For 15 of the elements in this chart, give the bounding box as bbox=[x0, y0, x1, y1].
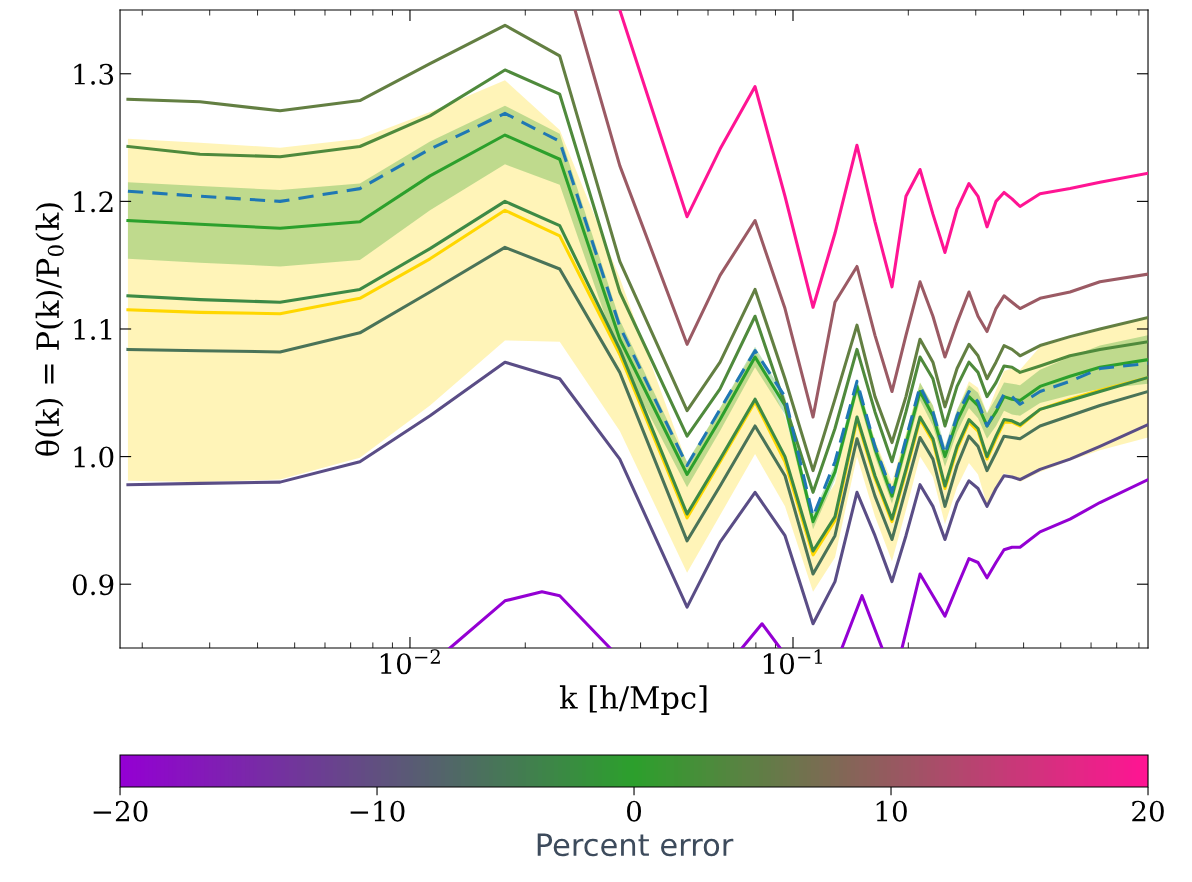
color-bar-label: 0 bbox=[627, 800, 642, 822]
y-tick-label: 1.2 bbox=[74, 191, 113, 213]
x-tick-label: 10$^{−2}$ bbox=[380, 649, 440, 675]
x-tick-label: 10$^{−1}$ bbox=[763, 649, 822, 675]
color-bar-title: Percent error bbox=[537, 833, 734, 857]
color-bar-label: 20 bbox=[1132, 800, 1164, 822]
y-axis-title: θ(k) = P(k)/P$_{0}$(k) bbox=[35, 203, 64, 456]
color-bar-label: −10 bbox=[350, 800, 405, 822]
y-tick-label: 1.3 bbox=[74, 63, 114, 85]
y-tick-label: 0.9 bbox=[72, 574, 114, 596]
color-bar-label: 10 bbox=[876, 800, 907, 822]
x-axis-title: k [h/Mpc] bbox=[559, 685, 707, 715]
y-tick-label: 1.0 bbox=[74, 446, 114, 468]
color-bar-label: −20 bbox=[93, 800, 148, 822]
y-tick-label: 1.1 bbox=[74, 318, 112, 340]
